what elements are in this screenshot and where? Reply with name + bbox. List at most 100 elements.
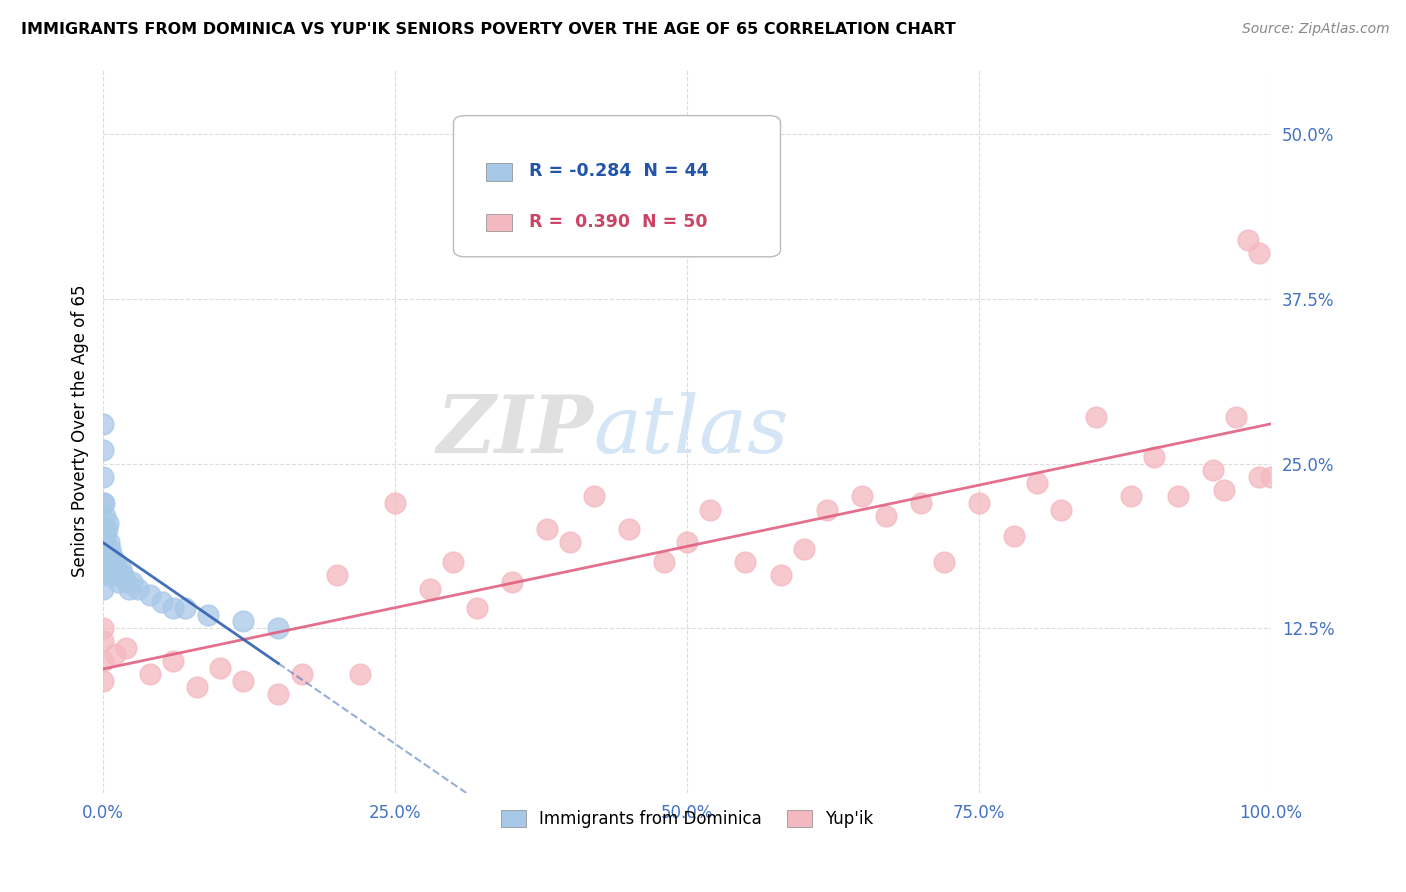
Point <box>96 522 118 536</box>
Point <box>96 542 118 557</box>
Point <box>267 621 290 635</box>
FancyBboxPatch shape <box>454 116 780 257</box>
Point <box>536 522 558 536</box>
Point <box>267 687 290 701</box>
Point <box>98 535 121 549</box>
Text: Source: ZipAtlas.com: Source: ZipAtlas.com <box>1241 22 1389 37</box>
Point <box>1143 450 1166 464</box>
Point <box>443 555 465 569</box>
Point <box>139 588 162 602</box>
Point <box>118 582 141 596</box>
Legend: Immigrants from Dominica, Yup'ik: Immigrants from Dominica, Yup'ik <box>494 804 880 835</box>
Point <box>101 549 124 563</box>
Point <box>1002 529 1025 543</box>
Point <box>91 443 114 458</box>
Point <box>98 542 121 557</box>
Point <box>91 654 114 668</box>
Point <box>115 640 138 655</box>
Point <box>91 634 114 648</box>
Point <box>617 522 640 536</box>
Point <box>104 568 127 582</box>
Point <box>186 681 208 695</box>
Point <box>1260 469 1282 483</box>
Point <box>91 555 114 569</box>
Point <box>91 469 114 483</box>
Y-axis label: Seniors Poverty Over the Age of 65: Seniors Poverty Over the Age of 65 <box>72 285 89 577</box>
Point <box>139 667 162 681</box>
Point <box>1249 469 1271 483</box>
Point <box>208 660 231 674</box>
Point <box>1201 463 1223 477</box>
Point <box>875 509 897 524</box>
Point <box>107 574 129 589</box>
Point <box>162 654 184 668</box>
Point <box>197 607 219 622</box>
Text: atlas: atlas <box>593 392 789 469</box>
Point <box>1084 410 1107 425</box>
Point <box>967 496 990 510</box>
Point <box>560 535 582 549</box>
Point <box>101 568 124 582</box>
Point <box>501 574 523 589</box>
Point <box>91 582 114 596</box>
Point <box>1167 490 1189 504</box>
Point <box>97 516 120 530</box>
Point <box>910 496 932 510</box>
Point <box>105 562 128 576</box>
Point <box>1119 490 1142 504</box>
Text: R =  0.390  N = 50: R = 0.390 N = 50 <box>530 213 707 231</box>
Point <box>110 562 132 576</box>
Text: R = -0.284  N = 44: R = -0.284 N = 44 <box>530 162 709 180</box>
Point <box>932 555 955 569</box>
Point <box>91 522 114 536</box>
Point <box>851 490 873 504</box>
Point <box>121 574 143 589</box>
Point <box>173 601 195 615</box>
Point <box>325 568 347 582</box>
Point <box>384 496 406 510</box>
Point <box>111 568 134 582</box>
Point <box>815 502 838 516</box>
Point <box>734 555 756 569</box>
Point <box>419 582 441 596</box>
Point <box>94 555 117 569</box>
Point <box>652 555 675 569</box>
Point <box>91 673 114 688</box>
Point <box>793 542 815 557</box>
Point <box>150 595 173 609</box>
Point <box>93 562 115 576</box>
Point <box>127 582 149 596</box>
Point <box>94 529 117 543</box>
Point <box>291 667 314 681</box>
Point <box>769 568 792 582</box>
Point <box>1249 245 1271 260</box>
Point <box>232 615 254 629</box>
Point <box>91 568 114 582</box>
Point <box>1049 502 1071 516</box>
Point <box>93 522 115 536</box>
Bar <box>486 163 512 181</box>
Point <box>97 555 120 569</box>
Point <box>104 555 127 569</box>
Point <box>94 509 117 524</box>
Point <box>1213 483 1236 497</box>
Point <box>582 490 605 504</box>
Point <box>93 496 115 510</box>
Text: IMMIGRANTS FROM DOMINICA VS YUP'IK SENIORS POVERTY OVER THE AGE OF 65 CORRELATIO: IMMIGRANTS FROM DOMINICA VS YUP'IK SENIO… <box>21 22 956 37</box>
Point <box>465 601 488 615</box>
Point <box>1026 476 1049 491</box>
Point <box>349 667 371 681</box>
Point <box>1236 233 1258 247</box>
Bar <box>486 214 512 231</box>
Point <box>676 535 699 549</box>
Point <box>91 417 114 431</box>
Text: ZIP: ZIP <box>437 392 593 469</box>
Point <box>699 502 721 516</box>
Point <box>1225 410 1247 425</box>
Point <box>91 496 114 510</box>
Point <box>232 673 254 688</box>
Point <box>100 555 122 569</box>
Point <box>115 574 138 589</box>
Point <box>91 621 114 635</box>
Point <box>91 549 114 563</box>
